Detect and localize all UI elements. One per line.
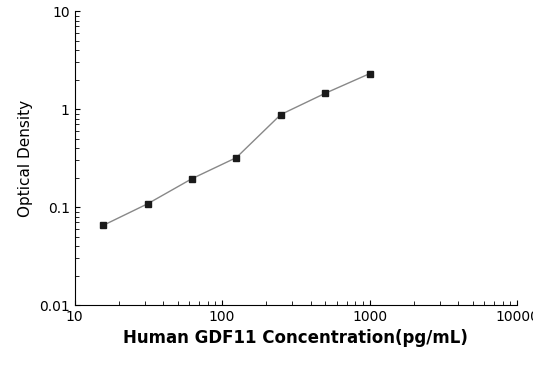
X-axis label: Human GDF11 Concentration(pg/mL): Human GDF11 Concentration(pg/mL) (123, 330, 469, 347)
Y-axis label: Optical Density: Optical Density (19, 100, 34, 217)
